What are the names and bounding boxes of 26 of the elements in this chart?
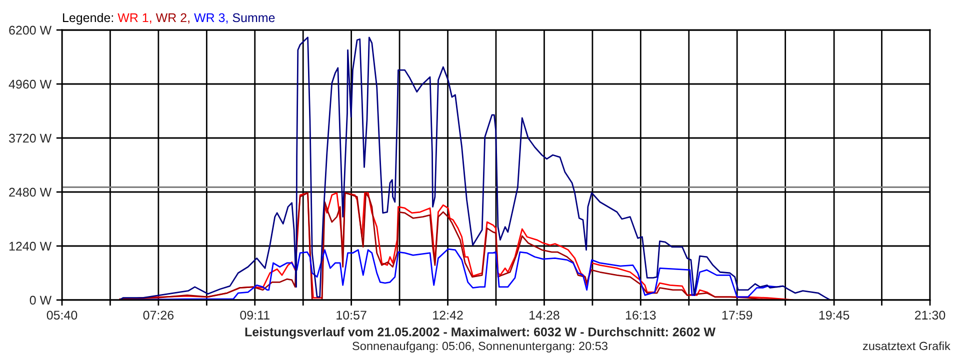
x-tick-label: 17:59	[722, 310, 752, 320]
text: Summe	[232, 13, 275, 22]
text: WR 3,	[194, 13, 228, 24]
x-tick-label: 14:28	[530, 310, 560, 320]
x-tick-label: 05:40	[46, 310, 78, 320]
y-tick-label: 3720 W	[8, 134, 52, 143]
y-tick-label: 2480 W	[9, 188, 52, 197]
text: zusatztext Grafik	[862, 341, 950, 350]
y-tick-label: 0 W	[30, 296, 52, 305]
legend-title: Legende:	[63, 12, 113, 25]
text: WR 1,	[118, 13, 152, 24]
text: Leistungsverlauf vom 21.05.2002 - Maximalwert: 6032 W - Durchschnitt: 2602 W	[245, 327, 716, 339]
line-series	[119, 192, 794, 300]
x-tick-label: 16:13	[626, 310, 656, 320]
y-tick-label: 6200 W	[9, 26, 52, 35]
text: WR 2,	[156, 13, 190, 24]
x-tick-label: 21:30	[914, 310, 946, 320]
y-tick-label: 4960 W	[8, 80, 52, 89]
line-series	[119, 36, 831, 300]
x-tick-label: 07:26	[143, 310, 174, 320]
x-tick-label: 09:11	[240, 310, 270, 320]
x-tick-label: 19:45	[819, 310, 850, 320]
text: Sonnenaufgang: 05:06, Sonnenuntergang: 20:53	[352, 342, 608, 352]
x-tick-label: 10:57	[336, 310, 366, 320]
y-tick-label: 1240 W	[9, 242, 52, 251]
x-tick-label: 12:42	[433, 310, 463, 320]
